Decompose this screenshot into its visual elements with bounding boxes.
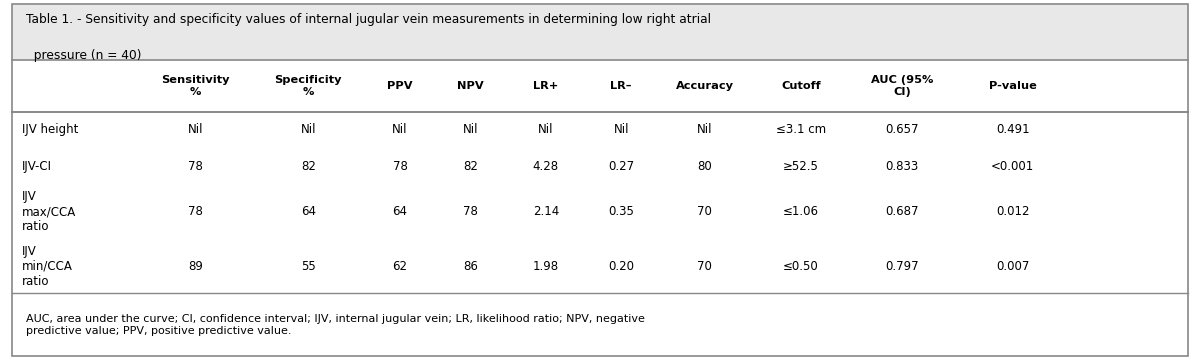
Text: 1.98: 1.98 [533, 260, 559, 273]
Text: 0.27: 0.27 [608, 159, 635, 173]
Text: 0.687: 0.687 [886, 205, 919, 218]
Text: Nil: Nil [301, 123, 316, 136]
Text: IJV-CI: IJV-CI [22, 159, 52, 173]
Bar [12, 293, 1188, 356]
Text: 70: 70 [697, 260, 712, 273]
Text: pressure (n = 40): pressure (n = 40) [26, 49, 142, 62]
Text: 78: 78 [188, 159, 203, 173]
Text: Accuracy: Accuracy [676, 81, 733, 91]
Text: ≤1.06: ≤1.06 [784, 205, 820, 218]
Text: Sensitivity
%: Sensitivity % [161, 75, 229, 97]
Text: 64: 64 [301, 205, 316, 218]
Text: Specificity
%: Specificity % [275, 75, 342, 97]
Text: Table 1. - Sensitivity and specificity values of internal jugular vein measureme: Table 1. - Sensitivity and specificity v… [26, 13, 712, 26]
Text: PPV: PPV [388, 81, 413, 91]
Text: 80: 80 [697, 159, 712, 173]
Text: ≤0.50: ≤0.50 [784, 260, 818, 273]
Text: 0.657: 0.657 [886, 123, 919, 136]
Text: IJV height: IJV height [22, 123, 78, 136]
Text: IJV
max/CCA
ratio: IJV max/CCA ratio [22, 190, 76, 233]
Text: ≤3.1 cm: ≤3.1 cm [776, 123, 826, 136]
Text: 82: 82 [301, 159, 316, 173]
Text: 62: 62 [392, 260, 408, 273]
Text: NPV: NPV [457, 81, 484, 91]
Text: AUC, area under the curve; CI, confidence interval; IJV, internal jugular vein; : AUC, area under the curve; CI, confidenc… [26, 314, 646, 336]
Text: 78: 78 [392, 159, 408, 173]
Text: ≥52.5: ≥52.5 [784, 159, 820, 173]
Text: 0.797: 0.797 [886, 260, 919, 273]
Text: 2.14: 2.14 [533, 205, 559, 218]
Bar [12, 4, 1188, 60]
Text: AUC (95%
CI): AUC (95% CI) [871, 75, 934, 97]
Text: Nil: Nil [538, 123, 553, 136]
Text: Cutoff: Cutoff [781, 81, 821, 91]
Text: 4.28: 4.28 [533, 159, 559, 173]
Text: Nil: Nil [613, 123, 629, 136]
Text: <0.001: <0.001 [991, 159, 1034, 173]
Text: 0.012: 0.012 [996, 205, 1030, 218]
Text: 0.833: 0.833 [886, 159, 919, 173]
Text: 0.35: 0.35 [608, 205, 634, 218]
Bar [12, 112, 1188, 293]
Text: 64: 64 [392, 205, 408, 218]
Text: LR+: LR+ [533, 81, 558, 91]
Text: 0.491: 0.491 [996, 123, 1030, 136]
Text: Nil: Nil [697, 123, 713, 136]
Text: IJV
min/CCA
ratio: IJV min/CCA ratio [22, 245, 72, 288]
Text: Nil: Nil [463, 123, 479, 136]
Text: 78: 78 [188, 205, 203, 218]
Text: Nil: Nil [392, 123, 408, 136]
Text: 0.007: 0.007 [996, 260, 1030, 273]
Text: 0.20: 0.20 [608, 260, 634, 273]
Text: 70: 70 [697, 205, 712, 218]
Text: 55: 55 [301, 260, 316, 273]
Text: 78: 78 [463, 205, 478, 218]
Text: 89: 89 [188, 260, 203, 273]
Text: LR–: LR– [611, 81, 632, 91]
Text: P-value: P-value [989, 81, 1037, 91]
Text: 82: 82 [463, 159, 478, 173]
Text: Nil: Nil [187, 123, 203, 136]
Text: 86: 86 [463, 260, 478, 273]
